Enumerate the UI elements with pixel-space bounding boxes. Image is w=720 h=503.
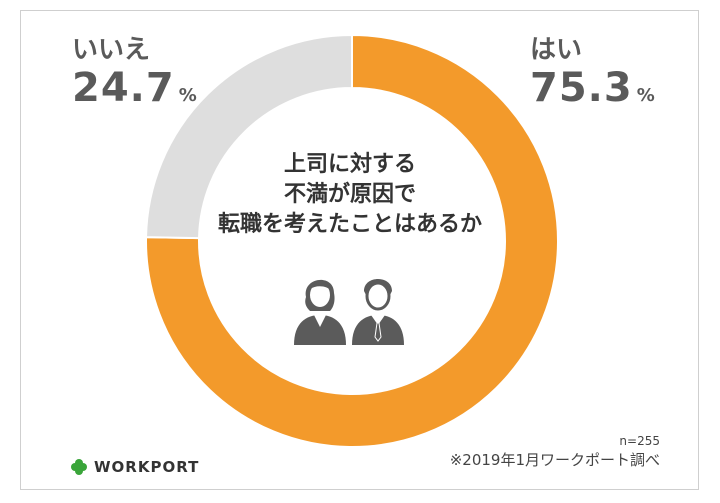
label-no-value: 24.7 [72, 65, 175, 111]
businesswoman-icon [294, 279, 346, 345]
sample-size: n=255 [619, 434, 660, 448]
label-yes: はい 75.3% [530, 34, 655, 110]
title-line-1: 上司に対する [283, 152, 416, 177]
label-no-unit: % [178, 85, 197, 106]
businessman-icon [352, 279, 404, 345]
source-note: ※2019年1月ワークポート調べ [449, 451, 660, 469]
donut-slice-no [145, 33, 353, 240]
clover-icon [71, 459, 87, 475]
label-yes-value: 75.3 [530, 65, 633, 111]
chart-title: 上司に対する 不満が原因で 転職を考えたことはあるか [200, 150, 500, 240]
label-no: いいえ 24.7% [72, 34, 197, 110]
title-line-2: 不満が原因で [283, 182, 416, 207]
label-yes-unit: % [636, 85, 655, 106]
label-yes-name: はい [530, 35, 583, 65]
label-no-name: いいえ [72, 35, 151, 65]
footnote: n=255 ※2019年1月ワークポート調べ [450, 433, 660, 471]
brand-name: WORKPORT [94, 458, 200, 476]
people-icon [294, 279, 404, 345]
brand-logo: WORKPORT [70, 458, 199, 476]
donut-slice-yes [145, 33, 559, 448]
title-line-3: 転職を考えたことはあるか [217, 212, 482, 237]
